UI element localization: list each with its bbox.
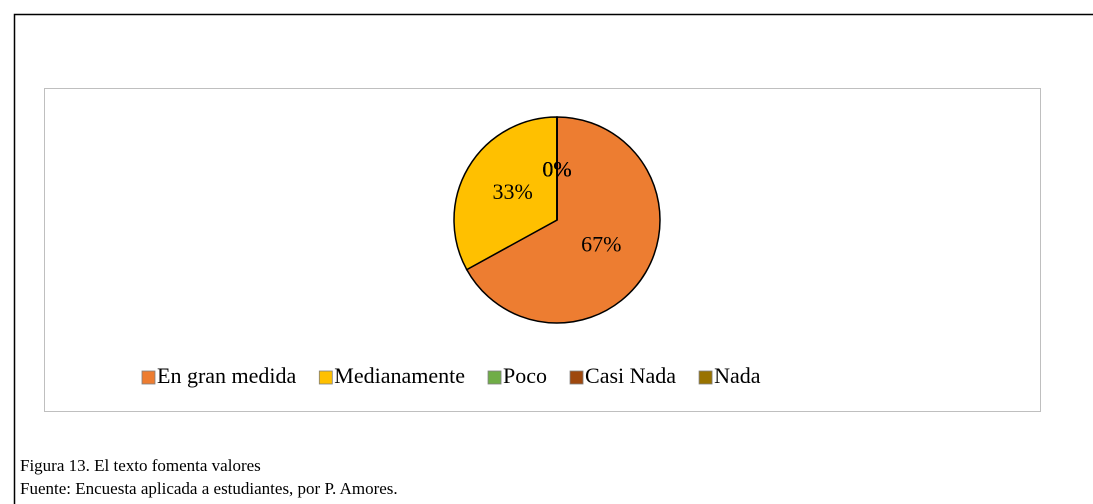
legend-swatch — [318, 370, 333, 385]
legend-swatch — [141, 370, 156, 385]
data-label: 33% — [493, 179, 533, 204]
legend-swatch — [569, 370, 584, 385]
legend-label: En gran medida — [157, 363, 297, 388]
figure-border — [13, 13, 1093, 504]
source: Fuente: Encuesta aplicada a estudiantes,… — [20, 479, 398, 498]
legend-label: Medianamente — [334, 363, 465, 388]
legend-label: Casi Nada — [585, 363, 676, 388]
pie-slice — [465, 116, 661, 324]
legend-swatch — [487, 370, 502, 385]
data-label: 67% — [581, 231, 621, 256]
pie-slice — [453, 116, 558, 271]
data-label: 0% — [542, 157, 571, 182]
legend-label: Poco — [503, 363, 547, 388]
legend-swatch — [698, 370, 713, 385]
legend-label: Nada — [714, 363, 761, 388]
caption: Figura 13. El texto fomenta valores — [20, 456, 261, 475]
